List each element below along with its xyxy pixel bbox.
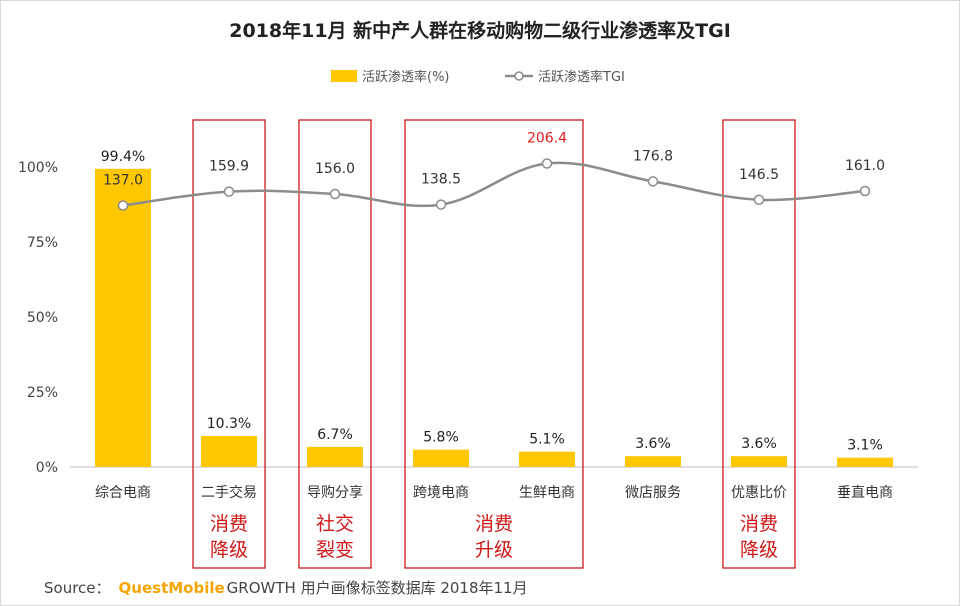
- annotation-box: [298, 119, 372, 569]
- y-tick-label: 75%: [27, 235, 58, 251]
- category-label: 优惠比价: [731, 485, 787, 501]
- category-label: 微店服务: [625, 485, 681, 501]
- bar: [201, 436, 257, 467]
- bar-value-label: 99.4%: [101, 149, 145, 165]
- legend-bar-swatch: [331, 70, 357, 82]
- annotation-text-line2: 升级: [475, 539, 513, 561]
- tgi-line: 137.0 159.9 156.0 138.5 206.4 176.8 146.5 161.0: [103, 131, 885, 211]
- bar: [837, 457, 893, 467]
- bar: [413, 449, 469, 467]
- annotation-text-line2: 降级: [210, 539, 248, 561]
- source-rest: GROWTH 用户画像标签数据库 2018年11月: [227, 579, 528, 597]
- tgi-point: [859, 185, 871, 197]
- bar: [95, 168, 151, 468]
- bar-value-label: 5.8%: [423, 430, 459, 446]
- tgi-point: [753, 194, 765, 206]
- legend-bar-label: 活跃渗透率(%): [362, 69, 450, 85]
- tgi-value-label: 156.0: [315, 161, 355, 177]
- category-label: 二手交易: [201, 484, 257, 501]
- tgi-value-label: 146.5: [739, 167, 779, 183]
- annotation-box: [404, 119, 584, 569]
- source-brand: QuestMobile: [119, 579, 225, 597]
- tgi-point: [117, 200, 129, 211]
- bars: 99.4% 10.3% 6.7% 5.8% 5.1% 3.6% 3.6% 3.1%: [95, 149, 893, 468]
- tgi-point: [329, 188, 341, 200]
- y-tick-label: 50%: [27, 310, 58, 326]
- source-line: Source： QuestMobile GROWTH 用户画像标签数据库 2018年…: [44, 579, 528, 597]
- annotation-text-line1: 消费: [210, 513, 248, 535]
- category-labels: 综合电商 二手交易 导购分享 跨境电商 生鲜电商 微店服务 优惠比价 垂直电商: [95, 484, 893, 501]
- annotation-text-line2: 裂变: [316, 539, 354, 561]
- tgi-value-label: 138.5: [421, 172, 461, 188]
- bar: [731, 456, 787, 467]
- tgi-value-label: 159.9: [209, 159, 249, 175]
- bar: [307, 446, 363, 467]
- tgi-point: [435, 199, 447, 210]
- annotation-text-line1: 社交: [316, 513, 354, 535]
- category-label: 垂直电商: [837, 484, 893, 501]
- category-label: 导购分享: [307, 484, 363, 501]
- tgi-point: [223, 186, 235, 197]
- tgi-point: [647, 176, 659, 187]
- category-label: 综合电商: [95, 485, 151, 501]
- annotation-text-line1: 消费: [740, 513, 778, 535]
- bar-value-label: 3.1%: [847, 438, 883, 454]
- category-label: 跨境电商: [413, 485, 469, 501]
- tgi-point: [541, 158, 553, 169]
- annotation-text-line1: 消费: [475, 513, 513, 535]
- legend-line-label: 活跃渗透率TGI: [538, 69, 625, 85]
- category-label: 生鲜电商: [519, 485, 575, 501]
- y-tick-label: 0%: [36, 460, 58, 476]
- legend: 活跃渗透率(%) 活跃渗透率TGI: [331, 69, 625, 85]
- tgi-value-label: 176.8: [633, 148, 673, 164]
- annotation-text-line2: 降级: [740, 539, 778, 561]
- legend-line-marker: [514, 71, 524, 81]
- bar: [625, 456, 681, 467]
- bar-value-label: 10.3%: [207, 416, 251, 432]
- tgi-line-path: [122, 161, 866, 208]
- bar-value-label: 5.1%: [529, 432, 565, 448]
- annotation-box: [192, 119, 266, 569]
- chart-title: 2018年11月 新中产人群在移动购物二级行业渗透率及TGI: [229, 19, 731, 42]
- bar-value-label: 3.6%: [635, 436, 671, 452]
- y-tick-label: 100%: [18, 160, 58, 176]
- bar-value-label: 3.6%: [741, 436, 777, 452]
- tgi-value-label: 206.4: [527, 131, 567, 147]
- tgi-value-label: 161.0: [845, 158, 885, 174]
- y-tick-label: 25%: [27, 385, 58, 401]
- bar-value-label: 6.7%: [317, 427, 353, 443]
- source-prefix: Source：: [44, 579, 111, 597]
- tgi-value-label: 137.0: [103, 173, 143, 189]
- annotation-box: [722, 119, 796, 569]
- bar: [519, 451, 575, 467]
